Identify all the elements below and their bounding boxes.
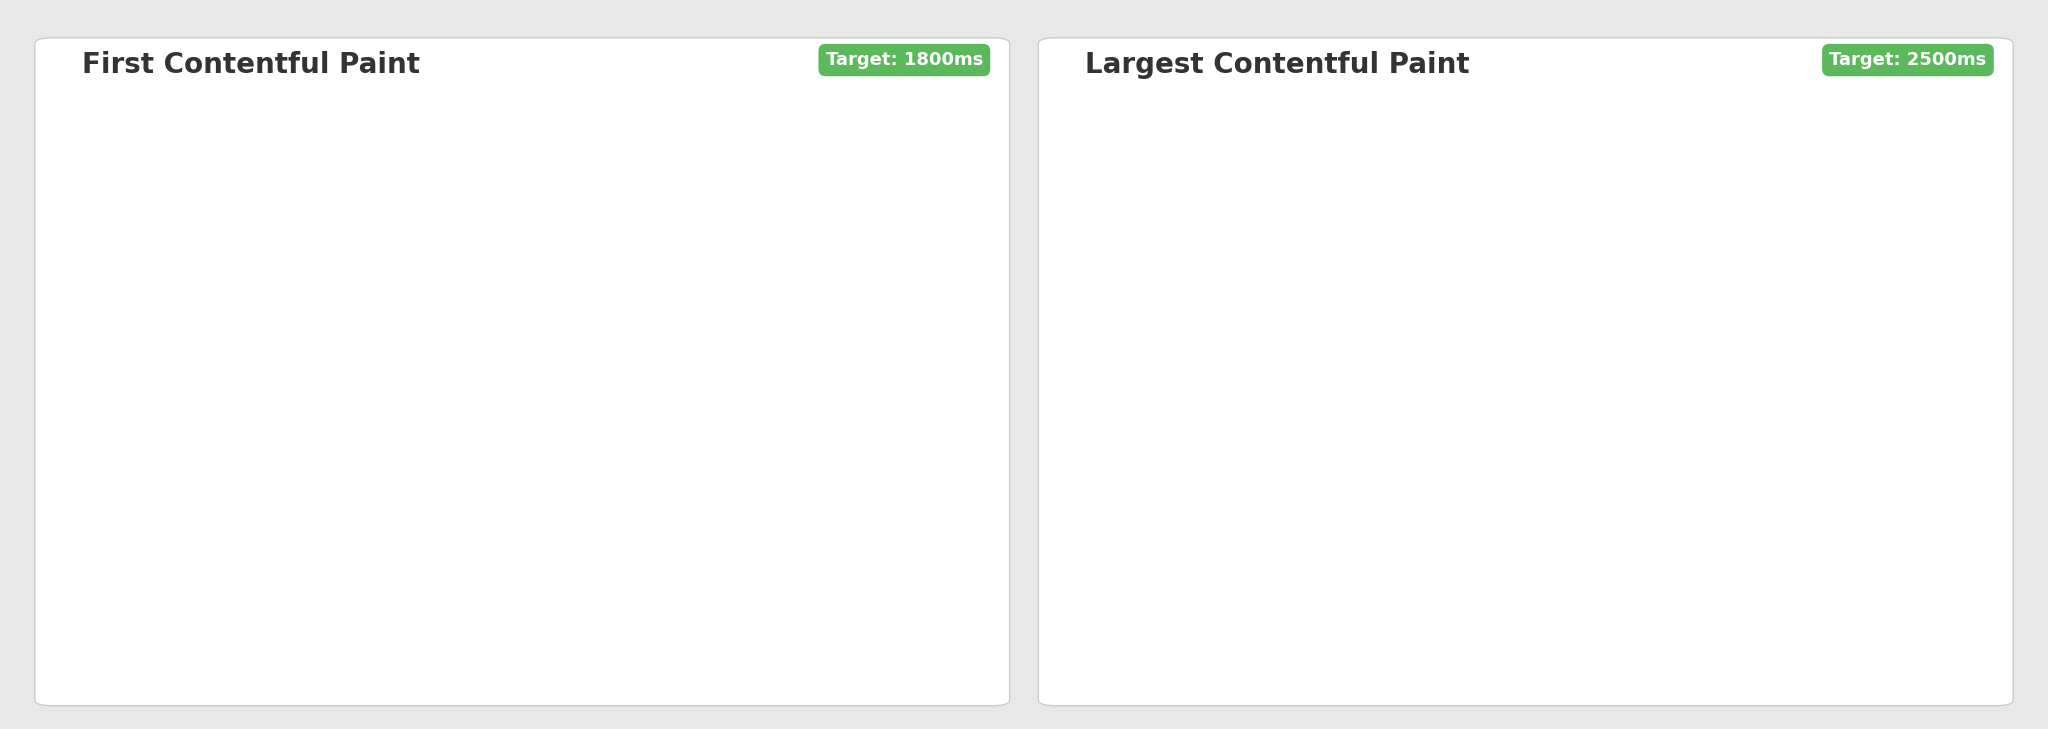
Text: 3,395: 3,395 <box>336 338 387 356</box>
Bar <box>281 322 440 663</box>
Legend: YouTube mWeb Watch Pages, Youtube mWeb Origin: YouTube mWeb Watch Pages, Youtube mWeb O… <box>162 48 655 79</box>
Text: Target: Target <box>1231 451 1274 465</box>
Text: 3,833: 3,833 <box>655 295 707 312</box>
Text: Target: 2500ms: Target: 2500ms <box>1829 51 1987 69</box>
Bar <box>600 278 760 663</box>
Text: 4,139: 4,139 <box>1339 339 1391 357</box>
Text: Target: Target <box>227 475 270 490</box>
Text: First Contentful Paint: First Contentful Paint <box>82 51 420 79</box>
Text: Largest Contentful Paint: Largest Contentful Paint <box>1085 51 1470 79</box>
Bar <box>1284 323 1444 663</box>
Bar <box>1604 279 1763 663</box>
Text: Target: 1800ms: Target: 1800ms <box>825 51 983 69</box>
Text: 4,677: 4,677 <box>1659 295 1710 313</box>
Legend: YouTube mWeb Watch Pages, Youtube mWeb Origin: YouTube mWeb Watch Pages, Youtube mWeb O… <box>1165 48 1659 79</box>
